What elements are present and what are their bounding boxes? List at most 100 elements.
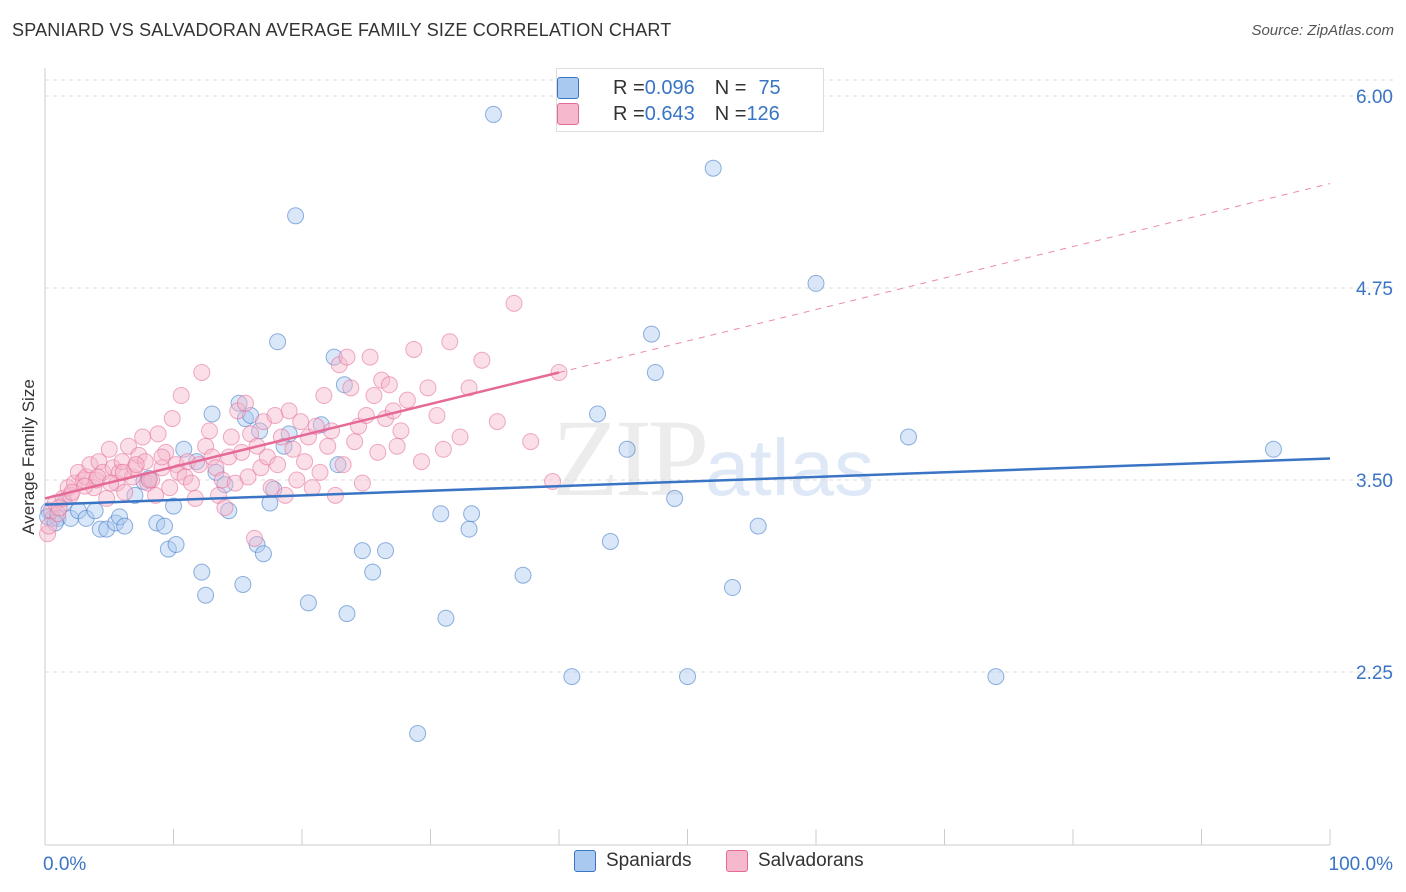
salvadorans-point <box>441 333 459 351</box>
legend-n-label: N = <box>714 102 747 125</box>
salvadorans-point <box>153 448 171 466</box>
salvadorans-point <box>127 456 145 474</box>
salvadorans-point <box>388 437 406 455</box>
legend-n-value: 126 <box>746 102 780 125</box>
spaniards-point <box>156 517 174 535</box>
legend-swatch-spaniards <box>557 77 579 99</box>
spaniards-point <box>900 428 918 446</box>
salvadorans-point <box>369 443 387 461</box>
salvadorans-point <box>193 363 211 381</box>
salvadorans-point <box>280 402 298 420</box>
salvadorans-point <box>342 379 360 397</box>
legend-n-value: 75 <box>758 76 781 99</box>
y-tick-label: 4.75 <box>1356 279 1393 300</box>
spaniards-point <box>563 668 581 686</box>
salvadorans-point <box>90 453 108 471</box>
legend-r-label: R = <box>613 76 645 99</box>
spaniards-point <box>618 440 636 458</box>
spaniards-point <box>329 456 347 474</box>
salvadorans-point <box>405 340 423 358</box>
spaniards-point <box>589 405 607 423</box>
series-legend-spaniards[interactable]: Spaniards <box>574 850 692 872</box>
salvadorans-point <box>252 459 270 477</box>
series-label-salvadorans: Salvadorans <box>758 850 864 871</box>
salvadorans-point <box>172 387 190 405</box>
salvadorans-trend-extension <box>558 183 1331 373</box>
y-tick-label: 2.25 <box>1356 663 1393 684</box>
spaniards-point <box>643 325 661 343</box>
salvadorans-point <box>434 440 452 458</box>
salvadorans-point <box>266 406 284 424</box>
salvadorans-point <box>163 410 181 428</box>
spaniards-point <box>269 333 287 351</box>
salvadorans-point <box>40 517 58 535</box>
salvadorans-point <box>419 379 437 397</box>
salvadorans-point <box>136 453 154 471</box>
spaniards-point <box>364 563 382 581</box>
spaniards-point <box>203 405 221 423</box>
source-label: Source: ZipAtlas.com <box>1251 22 1394 39</box>
x-tick-label: 100.0% <box>1329 854 1394 875</box>
salvadorans-point <box>338 348 356 366</box>
y-axis-label: Average Family Size <box>19 379 38 535</box>
salvadorans-point <box>488 413 506 431</box>
salvadorans-point <box>100 440 118 458</box>
salvadorans-point <box>49 505 67 523</box>
spaniards-point <box>197 586 215 604</box>
series-legend: Spaniards Salvadorans <box>0 850 1406 878</box>
spaniards-point <box>463 505 481 523</box>
x-tick-label: 0.0% <box>43 854 86 875</box>
legend-row-spaniards: R = 0.096 N = 75 <box>557 76 781 100</box>
correlation-legend: R = 0.096 N = 75 R = 0.643 N = 126 <box>556 68 824 132</box>
salvadorans-point <box>413 453 431 471</box>
spaniards-point <box>437 609 455 627</box>
spaniards-point <box>353 542 371 560</box>
spaniards-point <box>1264 440 1282 458</box>
spaniards-point <box>460 520 478 538</box>
salvadorans-point <box>216 499 234 517</box>
salvadorans-point <box>311 463 329 481</box>
series-label-spaniards: Spaniards <box>606 850 692 871</box>
spaniards-point <box>679 668 696 686</box>
salvadorans-point <box>222 428 240 446</box>
spaniards-point <box>807 274 825 292</box>
salvadorans-point <box>303 479 321 497</box>
salvadorans-point <box>334 456 352 474</box>
spaniards-point <box>86 502 104 520</box>
salvadorans-point <box>428 406 446 424</box>
legend-r-value: 0.643 <box>644 102 695 125</box>
salvadorans-point <box>236 394 254 412</box>
y-tick-label: 3.50 <box>1356 471 1393 492</box>
salvadorans-point <box>522 433 540 451</box>
salvadorans-point <box>116 483 134 501</box>
salvadorans-point <box>213 471 231 489</box>
spaniards-point <box>409 724 427 742</box>
spaniards-point <box>91 520 109 538</box>
salvadorans-point <box>460 379 478 397</box>
spaniards-point <box>723 579 741 597</box>
spaniards-point <box>484 105 502 123</box>
salvadorans-point <box>269 456 287 474</box>
spaniards-point <box>126 486 144 504</box>
spaniards-trend-line <box>44 457 1331 506</box>
spaniards-point <box>111 508 129 526</box>
salvadorans-point <box>353 474 371 492</box>
spaniards-point <box>432 505 450 523</box>
salvadorans-point <box>380 376 398 394</box>
salvadorans-point <box>284 440 302 458</box>
spaniards-point <box>749 517 767 535</box>
salvadorans-point <box>98 489 116 507</box>
series-swatch-spaniards <box>574 850 596 872</box>
salvadorans-point <box>296 453 314 471</box>
salvadorans-point <box>239 468 257 486</box>
spaniards-point <box>299 594 317 612</box>
spaniards-point <box>98 520 116 538</box>
salvadorans-point <box>262 479 280 497</box>
salvadorans-point <box>505 294 523 312</box>
salvadorans-point <box>182 474 200 492</box>
spaniards-point <box>165 497 182 515</box>
series-legend-salvadorans[interactable]: Salvadorans <box>726 850 864 872</box>
spaniards-point <box>116 517 134 535</box>
salvadorans-point <box>288 471 306 489</box>
